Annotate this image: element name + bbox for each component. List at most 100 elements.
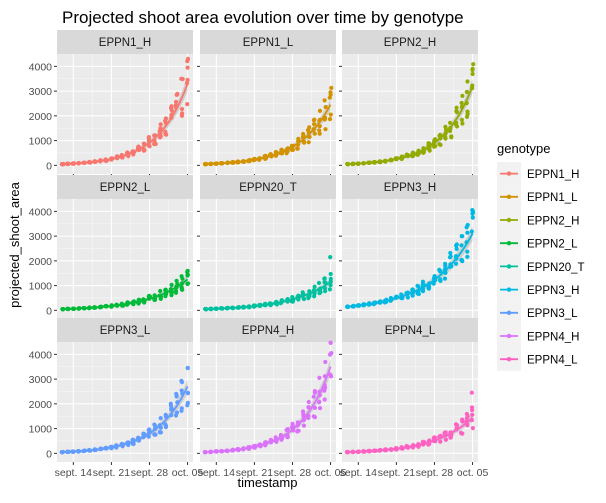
data-point [179,106,185,112]
fit-line [205,281,332,310]
data-point [185,102,190,107]
facet-panel-eppn3-l: EPPN3_L 0 1000 2000 3000 4000 sept. 14 sept. 21… [29,318,203,479]
data-point [454,243,459,248]
data-point [185,272,190,277]
fit-line [62,278,189,310]
data-point [328,271,333,277]
panel-background [200,199,336,319]
fit-line [347,85,474,165]
data-point [146,434,151,439]
facet-strip [342,318,478,342]
data-point [442,276,448,281]
data-point [147,427,152,432]
facet-strip [57,318,193,342]
data-point [202,450,208,455]
data-point [153,141,158,147]
data-point [465,249,470,254]
data-point [323,289,328,294]
data-point [311,394,316,399]
data-point [431,281,436,286]
data-point [416,291,421,297]
panel-background [200,54,336,174]
data-point [185,281,190,286]
data-point [285,435,290,440]
data-point [168,105,174,111]
y-tick-label: 0 [46,448,52,460]
facet-strip [200,318,336,342]
y-tick-label: 0 [46,160,52,172]
facet-panel-eppn3-h: EPPN3_H [339,175,478,322]
data-point [420,279,426,284]
data-point [328,255,333,260]
data-point [438,439,443,444]
data-point [454,110,459,115]
facet-strip-label: EPPN1_L [243,37,294,49]
legend-label: EPPN4_L [527,355,578,367]
data-point [345,161,350,167]
confidence-band [347,413,473,454]
data-point [448,250,453,256]
data-point [465,112,470,117]
data-point [421,150,426,155]
data-point [185,390,191,395]
data-point [443,264,448,269]
facet-strip-label: EPPN2_H [384,37,436,49]
data-point [454,246,459,251]
facet-strip [57,30,193,54]
data-point [312,122,317,127]
data-point [306,405,311,410]
data-point [180,287,185,292]
data-point [180,76,185,82]
data-point [459,234,464,239]
data-point [420,289,426,294]
data-point [460,93,465,98]
x-tick-label: sept. 28 [131,467,169,479]
facet-strip [342,30,478,54]
data-point [328,112,333,117]
data-point [437,142,442,147]
legend-key-point [506,264,512,269]
data-point [465,254,470,259]
data-point [465,414,470,419]
panel-background [342,342,478,462]
legend-key-point [506,333,512,339]
data-point [185,77,190,83]
data-point [289,147,294,152]
data-point [317,128,322,133]
data-point [185,268,190,273]
data-point [164,423,169,428]
data-point [432,144,437,149]
y-tick-label: 3000 [29,231,53,243]
y-tick-label: 2000 [29,399,53,411]
data-point [136,144,141,149]
facet-strip-label: EPPN3_H [384,182,436,194]
data-point [152,422,157,427]
data-point [179,380,185,385]
data-point [158,288,163,294]
fit-line [62,83,189,165]
data-point [158,126,163,131]
x-tick-label: sept. 21 [93,467,131,479]
x-tick-label: sept. 21 [236,467,274,479]
data-point [458,430,464,435]
chart-title: Projected shoot area evolution over time… [62,8,464,27]
data-point [316,280,322,286]
data-point [415,283,420,288]
data-point [317,108,323,113]
x-tick-label: sept. 14 [198,467,236,479]
data-point [448,120,453,125]
y-tick-label: 3000 [29,86,53,98]
x-tick-label: sept. 14 [340,467,378,479]
facet-panel-eppn4-l: EPPN4_L sept. 14 sept. 21 sept. 28 oct. 05 [339,318,488,479]
data-point [327,95,332,100]
data-point [459,100,464,106]
data-point [464,89,469,95]
fit-line [347,416,474,453]
y-tick-label: 1000 [29,136,53,148]
data-point [470,412,475,417]
data-point [180,276,185,281]
data-point [323,105,328,110]
data-point [327,287,332,292]
data-point [329,85,334,90]
data-point [465,79,470,84]
